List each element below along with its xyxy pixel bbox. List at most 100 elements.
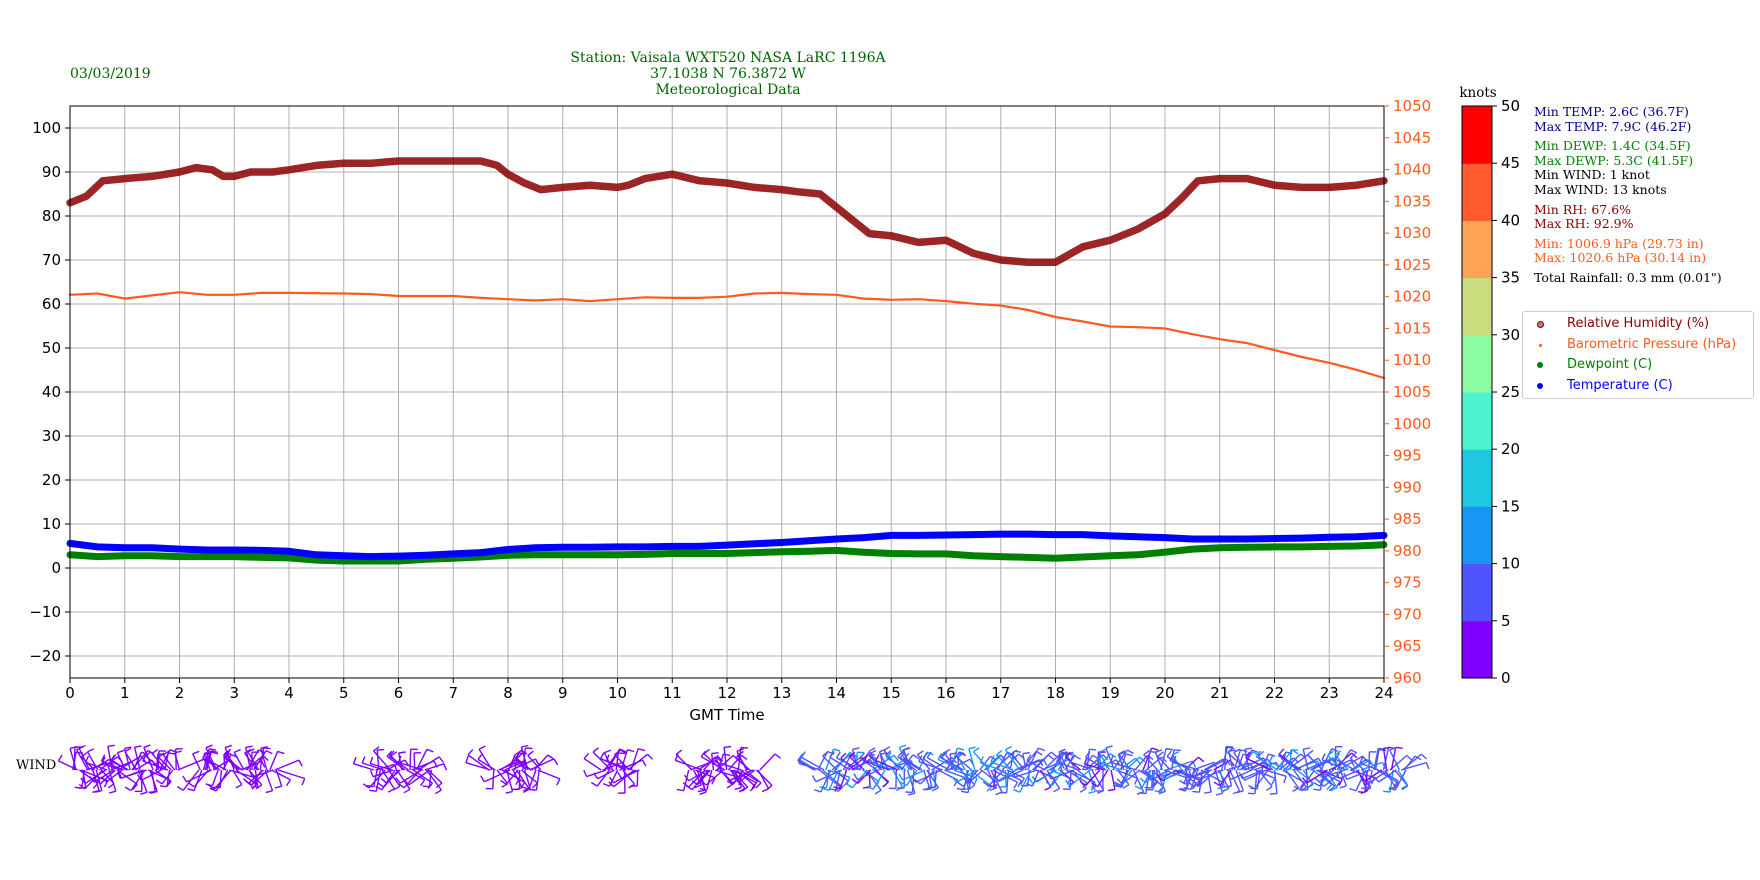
wind-barb-flag bbox=[599, 752, 605, 759]
wind-barb bbox=[1280, 757, 1299, 771]
wind-barb bbox=[1026, 759, 1046, 771]
title-subtitle: Meteorological Data bbox=[655, 82, 801, 98]
wind-barb-flag bbox=[957, 747, 965, 751]
stat-min-temp: Min TEMP: 2.6C (36.7F) bbox=[1534, 104, 1689, 119]
wind-barb bbox=[150, 769, 156, 792]
title-coordinates: 37.1038 N 76.3872 W bbox=[650, 66, 806, 82]
wind-barb bbox=[428, 769, 432, 787]
wind-barb-flag bbox=[1224, 785, 1232, 788]
wind-barb-flag bbox=[900, 781, 908, 787]
wind-label: WIND bbox=[16, 758, 57, 773]
wind-barb-flag bbox=[1158, 790, 1166, 795]
wind-barb bbox=[738, 769, 756, 784]
wind-barb-flag bbox=[136, 774, 142, 781]
wind-barb-flag bbox=[800, 751, 806, 758]
wind-barb-flag bbox=[1389, 746, 1397, 751]
y-right-tick-label: 980 bbox=[1393, 542, 1422, 560]
wind-barb bbox=[1374, 749, 1380, 771]
wind-barb-flag bbox=[375, 785, 383, 791]
wind-barb bbox=[193, 769, 203, 791]
wind-barb bbox=[424, 763, 445, 771]
colorbar-segment bbox=[1462, 163, 1492, 221]
wind-barb bbox=[700, 756, 726, 771]
legend: Relative Humidity (%) Barometric Pressur… bbox=[1522, 311, 1754, 399]
y-left-tick-label: −10 bbox=[29, 603, 61, 621]
colorbar-segment bbox=[1462, 220, 1492, 279]
wind-barb-flag bbox=[224, 748, 232, 754]
wind-barb-flag bbox=[205, 744, 213, 749]
wind-barb bbox=[1155, 769, 1167, 792]
wind-barb bbox=[586, 769, 607, 778]
wind-barb-flag bbox=[89, 776, 95, 783]
wind-barb bbox=[1058, 751, 1069, 771]
wind-barb-flag bbox=[922, 752, 928, 759]
wind-barb-flag bbox=[1127, 749, 1134, 755]
wind-barb bbox=[1403, 755, 1416, 771]
wind-barb-flag bbox=[960, 790, 969, 794]
wind-barb-flag bbox=[1134, 785, 1142, 790]
wind-barb bbox=[101, 760, 124, 771]
wind-barb bbox=[1110, 769, 1116, 790]
wind-barb-flag bbox=[478, 745, 486, 750]
wind-barb bbox=[715, 761, 742, 771]
wind-barb-flag bbox=[1361, 779, 1367, 786]
colorbar-segment bbox=[1462, 334, 1492, 393]
wind-barb bbox=[1302, 749, 1309, 771]
wind-barb bbox=[110, 760, 129, 771]
colorbar-tick-label: 10 bbox=[1501, 555, 1520, 573]
x-tick-label: 5 bbox=[339, 684, 349, 702]
wind-barb-flag bbox=[738, 787, 746, 793]
wind-barb-flag bbox=[1184, 787, 1192, 791]
wind-barb bbox=[1203, 758, 1224, 771]
wind-barb-flag bbox=[811, 775, 817, 783]
wind-barb bbox=[1283, 753, 1302, 771]
wind-barb-flag bbox=[874, 789, 882, 795]
wind-barb bbox=[137, 769, 148, 793]
wind-barb-flag bbox=[902, 746, 910, 751]
wind-barb bbox=[505, 769, 519, 785]
wind-barb-flag bbox=[1091, 782, 1099, 788]
colorbar-segment bbox=[1462, 563, 1492, 622]
wind-barb-flag bbox=[724, 745, 732, 748]
wind-barb-flag bbox=[1277, 749, 1284, 757]
wind-barb bbox=[161, 769, 174, 785]
y-right-tick-label: 1040 bbox=[1393, 161, 1431, 179]
wind-barb bbox=[596, 769, 610, 787]
wind-barb bbox=[892, 769, 904, 788]
wind-barb-flag bbox=[511, 756, 516, 763]
wind-barb bbox=[1202, 769, 1224, 779]
wind-barb bbox=[822, 769, 844, 788]
stat-max-dewp: Max DEWP: 5.3C (41.5F) bbox=[1534, 152, 1694, 168]
wind-barbs bbox=[57, 744, 1430, 796]
wind-barb-flag bbox=[1146, 774, 1152, 781]
wind-barb-flag bbox=[245, 745, 253, 749]
wind-barb-flag bbox=[395, 777, 401, 784]
wind-barb bbox=[496, 769, 509, 785]
wind-barb-flag bbox=[691, 780, 699, 786]
wind-barb-flag bbox=[893, 754, 899, 762]
wind-barb-flag bbox=[1383, 746, 1391, 749]
wind-barb bbox=[399, 769, 422, 784]
wind-barb-flag bbox=[1044, 786, 1052, 791]
wind-barb bbox=[81, 769, 86, 789]
wind-barb bbox=[1119, 769, 1130, 786]
wind-barb-flag bbox=[369, 789, 377, 792]
wind-barb bbox=[940, 756, 964, 771]
wind-barb-flag bbox=[1178, 788, 1186, 792]
wind-barb-flag bbox=[1244, 747, 1253, 750]
wind-barb-flag bbox=[1197, 756, 1205, 763]
x-tick-label: 7 bbox=[448, 684, 458, 702]
wind-barb bbox=[1220, 746, 1229, 771]
wind-barb-flag bbox=[1089, 748, 1097, 751]
wind-barb-flag bbox=[1028, 777, 1034, 784]
wind-barb bbox=[1227, 752, 1248, 771]
wind-barb-flag bbox=[641, 759, 647, 767]
wind-barb-flag bbox=[963, 777, 970, 784]
wind-barb-flag bbox=[1339, 785, 1347, 789]
wind-barb bbox=[492, 769, 495, 789]
colorbar-segment bbox=[1462, 277, 1492, 336]
wind-barb-flag bbox=[521, 786, 530, 790]
wind-barb-flag bbox=[917, 750, 924, 756]
wind-barb-flag bbox=[1255, 750, 1262, 758]
wind-barb-flag bbox=[1313, 782, 1321, 787]
